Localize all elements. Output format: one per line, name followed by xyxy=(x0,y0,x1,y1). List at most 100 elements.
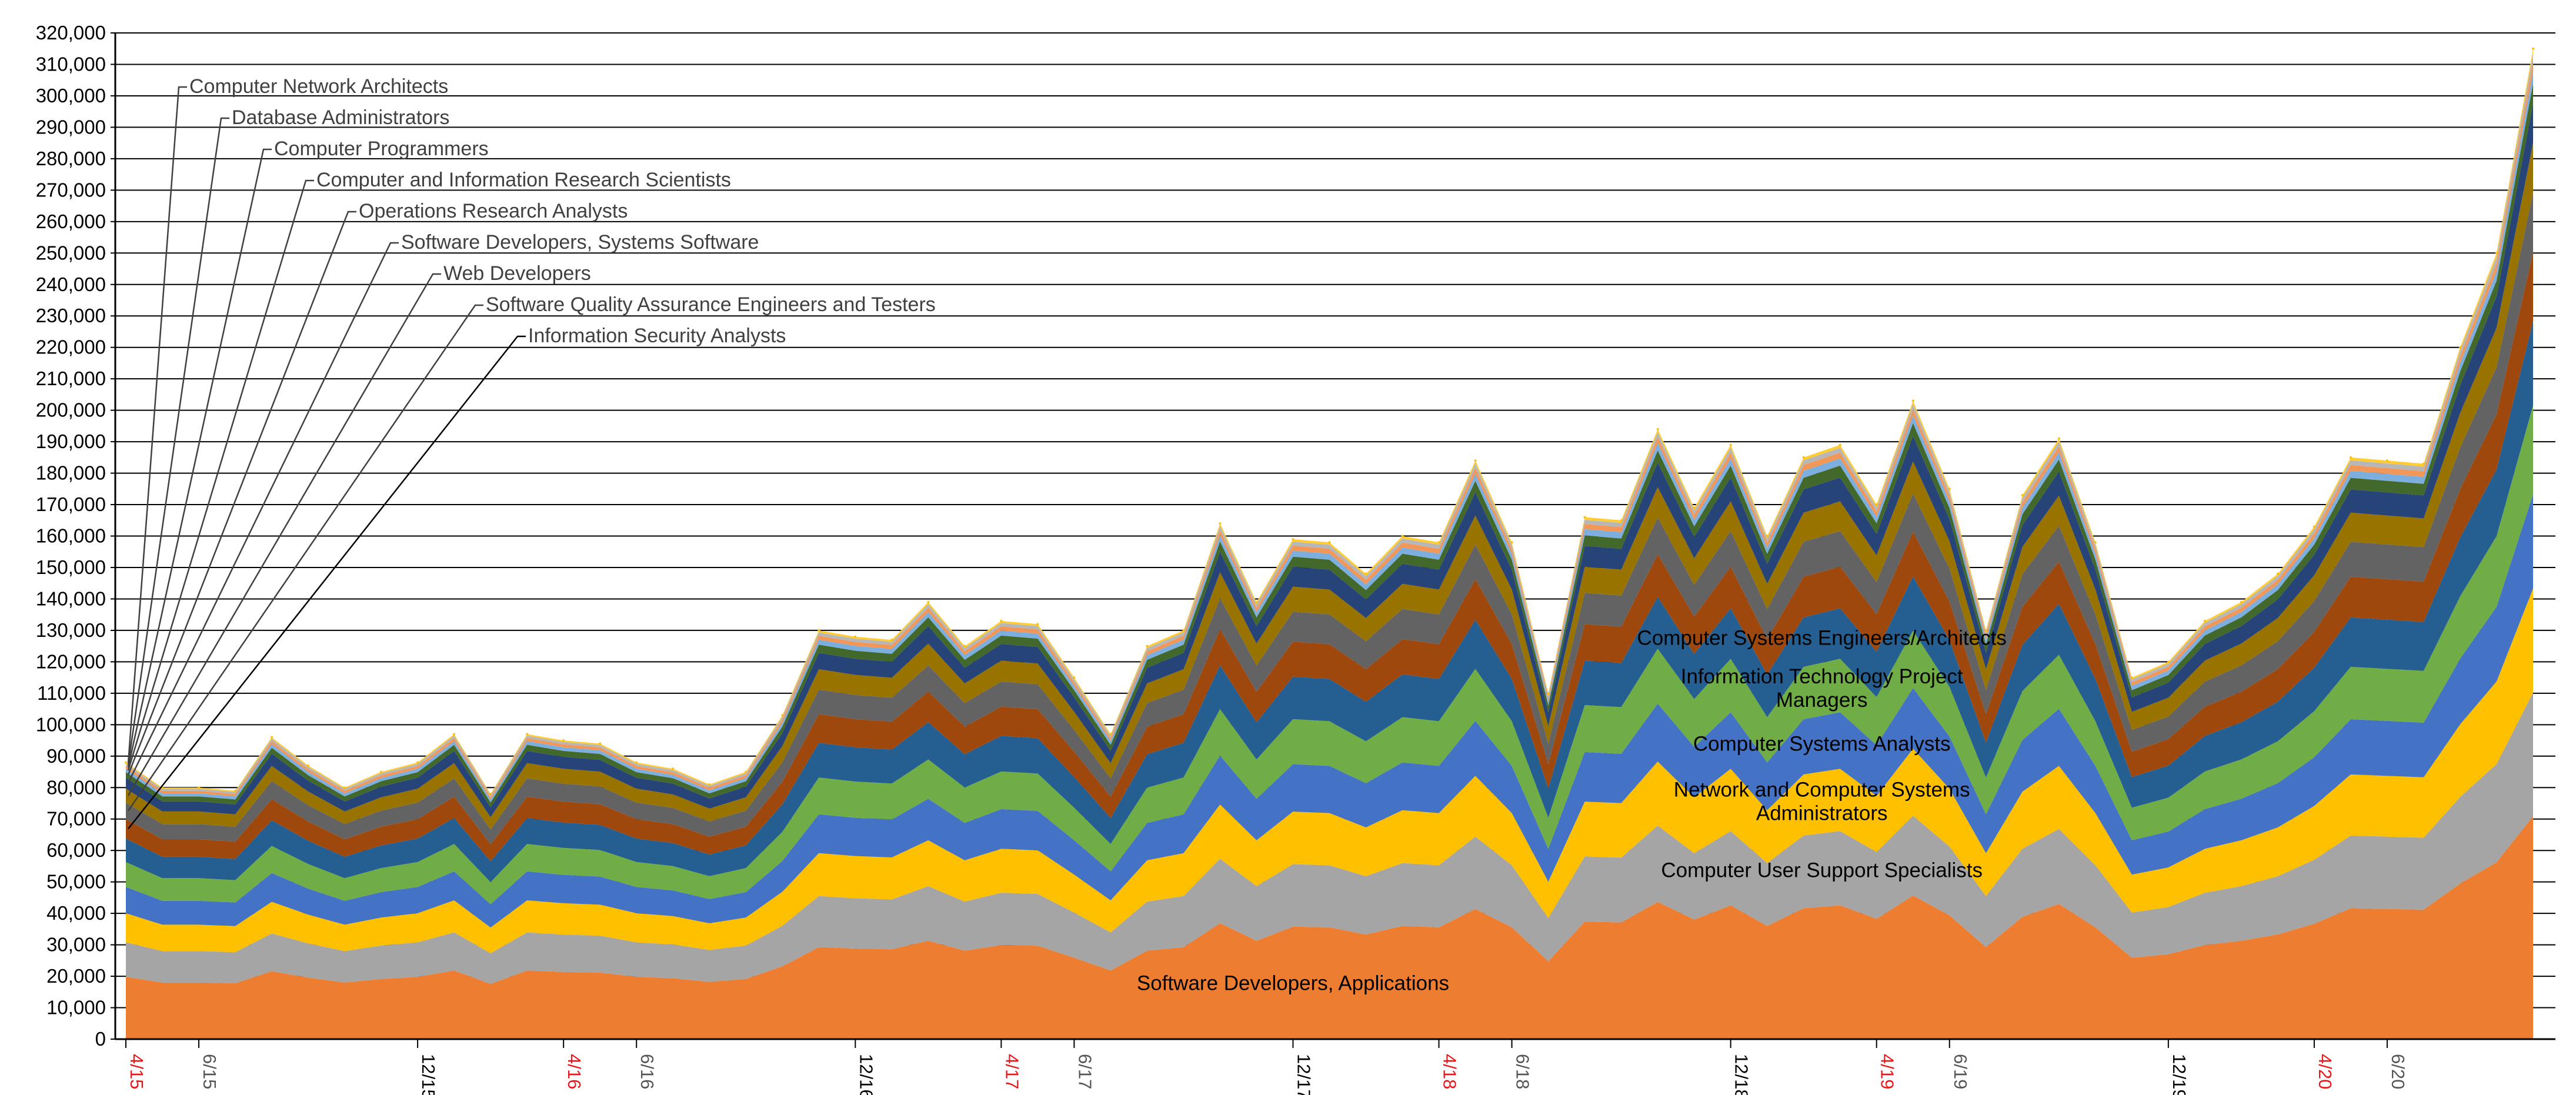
data-point xyxy=(380,770,383,773)
data-point xyxy=(1510,541,1513,544)
data-point xyxy=(2203,619,2206,622)
data-point xyxy=(1948,488,1951,490)
data-point xyxy=(2385,459,2388,462)
callout-leader-line xyxy=(127,148,272,768)
callout-label: Software Quality Assurance Engineers and… xyxy=(486,293,936,316)
x-tick-label: 4/19 xyxy=(1877,1054,1898,1089)
data-point xyxy=(1656,428,1659,430)
data-point xyxy=(927,600,930,603)
y-tick-label: 290,000 xyxy=(36,116,106,138)
series-label: Computer Systems Analysts xyxy=(1693,733,1951,756)
y-tick-label: 110,000 xyxy=(37,682,106,704)
data-point xyxy=(1911,399,1914,402)
x-tick-label: 4/17 xyxy=(1002,1054,1022,1089)
data-point xyxy=(1292,538,1294,540)
x-tick-label: 6/19 xyxy=(1950,1054,1971,1089)
x-tick-label: 4/20 xyxy=(2315,1054,2335,1089)
data-point xyxy=(2167,660,2170,663)
data-point xyxy=(198,786,201,789)
y-tick-label: 200,000 xyxy=(36,399,106,421)
series-label: Computer Systems Engineers/Architects xyxy=(1637,627,2007,650)
x-tick-label: 12/16 xyxy=(856,1054,876,1095)
y-tick-label: 150,000 xyxy=(36,556,106,578)
x-tick-label: 12/17 xyxy=(1293,1054,1314,1095)
data-point xyxy=(1000,619,1003,622)
y-tick-label: 240,000 xyxy=(36,273,106,295)
x-tick-label: 4/15 xyxy=(126,1054,147,1089)
data-point xyxy=(1802,456,1805,459)
series-area xyxy=(126,692,2533,984)
data-point xyxy=(1401,535,1404,538)
data-point xyxy=(1328,541,1331,544)
data-point xyxy=(562,739,565,742)
data-point xyxy=(271,736,273,739)
data-point xyxy=(1693,506,1696,509)
data-point xyxy=(453,733,456,736)
data-point xyxy=(1583,516,1586,519)
x-tick-label: 12/15 xyxy=(418,1054,439,1095)
callout-leader-line xyxy=(127,211,356,776)
y-tick-label: 160,000 xyxy=(36,525,106,547)
data-point xyxy=(1766,535,1769,538)
data-point xyxy=(1255,600,1258,603)
y-tick-label: 210,000 xyxy=(36,368,106,389)
data-point xyxy=(1364,572,1367,575)
data-point xyxy=(890,638,893,641)
callout-leader-line xyxy=(128,335,526,830)
series-label: Software Developers, Applications xyxy=(1137,972,1449,994)
data-point xyxy=(2057,437,2060,440)
callout-leader-line xyxy=(127,273,441,796)
data-point xyxy=(854,635,857,638)
data-point xyxy=(708,783,711,786)
y-tick-label: 0 xyxy=(95,1028,106,1050)
data-point xyxy=(2240,600,2243,603)
data-point xyxy=(2458,346,2461,349)
y-tick-label: 230,000 xyxy=(36,305,106,326)
data-point xyxy=(2422,462,2425,465)
data-point xyxy=(1620,519,1623,522)
y-tick-label: 130,000 xyxy=(36,619,106,641)
data-point xyxy=(1875,503,1878,506)
y-tick-label: 280,000 xyxy=(36,148,106,169)
x-tick-label: 6/20 xyxy=(2388,1054,2408,1089)
y-tick-label: 250,000 xyxy=(36,242,106,263)
y-tick-label: 90,000 xyxy=(46,745,106,767)
data-point xyxy=(781,714,784,717)
series-labels: Software Developers, Applications Compute… xyxy=(127,75,2007,994)
data-point xyxy=(307,764,310,767)
y-tick-label: 300,000 xyxy=(36,85,106,106)
y-tick-label: 310,000 xyxy=(36,53,106,75)
series-label: Information Technology Project Managers xyxy=(1681,665,1963,712)
data-point xyxy=(2130,676,2133,679)
data-point xyxy=(745,770,748,773)
callout-leader-line xyxy=(127,179,314,771)
data-point xyxy=(1073,676,1076,679)
y-tick-label: 100,000 xyxy=(36,713,106,735)
y-tick-label: 10,000 xyxy=(46,997,106,1019)
x-tick-label: 6/15 xyxy=(199,1054,220,1089)
data-point xyxy=(489,792,492,795)
data-point xyxy=(1182,629,1185,632)
y-tick-label: 320,000 xyxy=(36,22,106,44)
x-tick-label: 12/19 xyxy=(2169,1054,2190,1095)
data-point xyxy=(2349,456,2352,459)
series-areas xyxy=(125,47,2534,1039)
callout-leader-line xyxy=(127,117,229,765)
data-point xyxy=(1109,733,1112,736)
x-tick-label: 12/18 xyxy=(1731,1054,1752,1095)
callout-label: Computer Network Architects xyxy=(189,75,448,98)
data-point xyxy=(2021,493,2024,496)
series-label: Computer User Support Specialists xyxy=(1661,859,1983,882)
data-point xyxy=(526,733,529,736)
y-tick-label: 220,000 xyxy=(36,336,106,358)
data-point xyxy=(1146,645,1149,647)
data-point xyxy=(635,761,638,764)
callout-label: Database Administrators xyxy=(232,106,449,129)
callout-label: Computer and Information Research Scient… xyxy=(316,169,731,191)
x-tick-label: 6/16 xyxy=(637,1054,658,1089)
y-tick-label: 140,000 xyxy=(36,587,106,609)
data-point xyxy=(343,786,346,789)
data-point xyxy=(672,767,675,770)
y-tick-label: 180,000 xyxy=(36,462,106,484)
